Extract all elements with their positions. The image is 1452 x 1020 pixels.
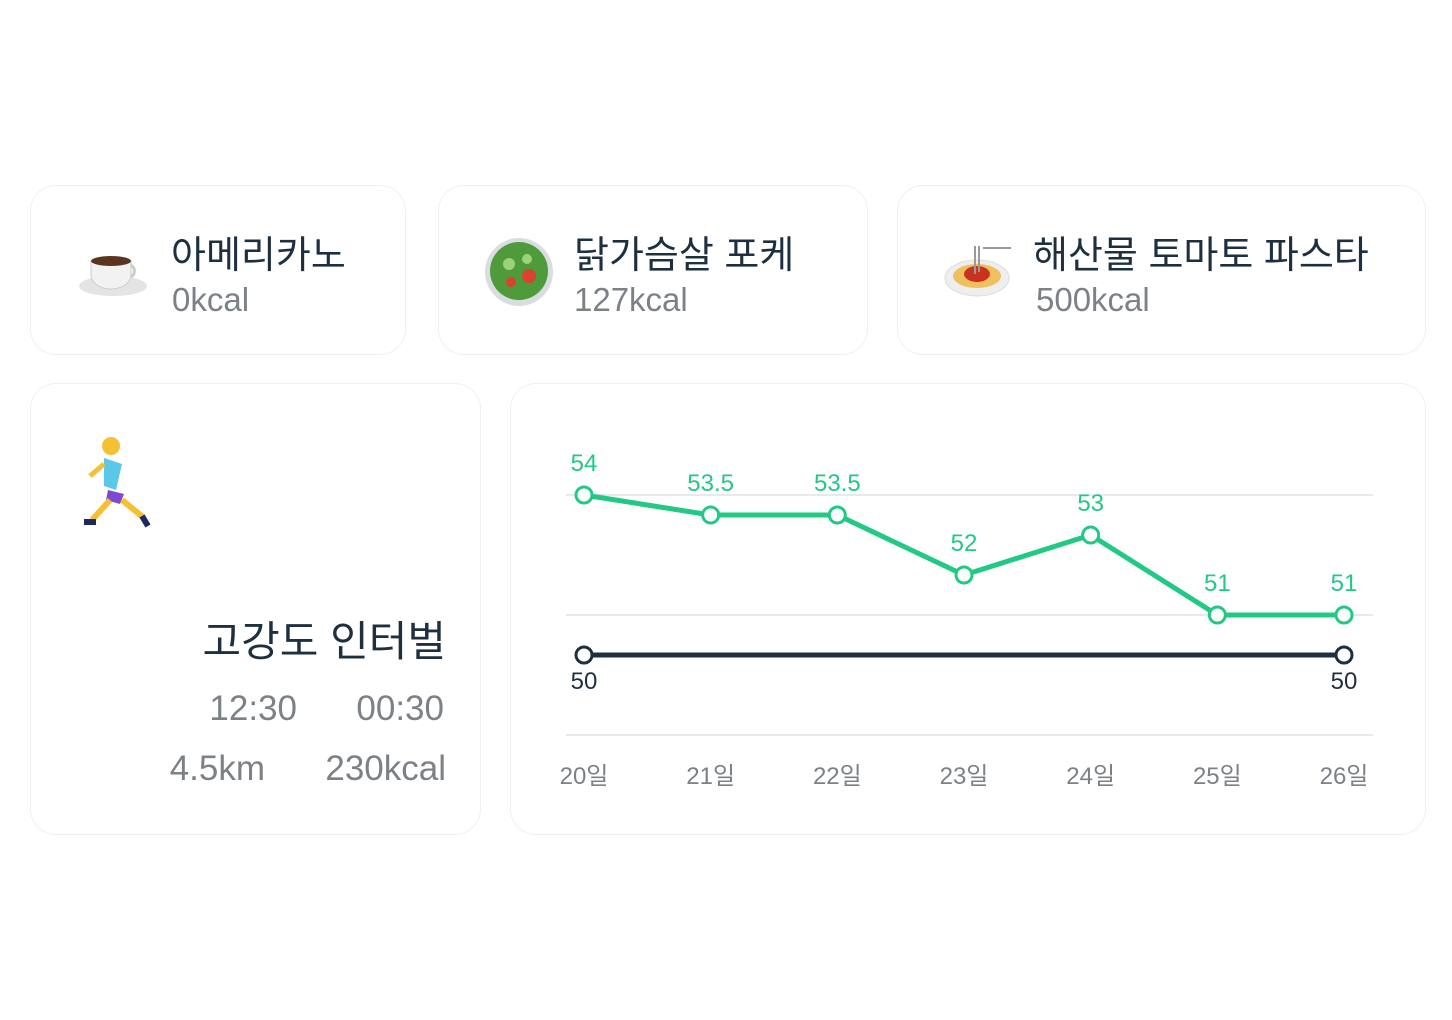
food-card[interactable]: 아메리카노 0kcal xyxy=(30,185,406,355)
runner-icon xyxy=(84,437,151,528)
value-label: 50 xyxy=(1331,668,1358,695)
pasta-icon xyxy=(944,246,1011,297)
point xyxy=(574,645,594,665)
food-name: 해산물 토마토 파스타 xyxy=(1033,235,1369,277)
exercise-name: 고강도 인터벌 xyxy=(202,618,446,665)
x-tick-label: 21일 xyxy=(686,763,735,790)
point xyxy=(574,485,594,505)
x-tick-label: 25일 xyxy=(1193,763,1242,790)
food-name: 닭가슴살 포케 xyxy=(574,235,795,277)
value-label: 51 xyxy=(1331,570,1358,597)
chart-card: 20일 21일 22일 23일 24일 25일 26일 54 53.5 53.5 52 53 51 51 5… xyxy=(510,383,1426,835)
food-name: 아메리카노 xyxy=(171,235,346,277)
point xyxy=(827,505,847,525)
food-kcal: 127kcal xyxy=(574,281,688,318)
x-tick-label: 22일 xyxy=(813,763,862,790)
coffee-icon xyxy=(79,256,147,296)
point xyxy=(954,565,974,585)
point xyxy=(1334,605,1354,625)
x-tick-label: 20일 xyxy=(560,763,609,790)
food-kcal: 500kcal xyxy=(1036,281,1150,318)
value-label: 54 xyxy=(571,450,598,477)
value-label: 53.5 xyxy=(687,470,734,497)
food-kcal: 0kcal xyxy=(172,281,250,318)
value-label: 53.5 xyxy=(814,470,861,497)
food-card[interactable]: 해산물 토마토 파스타 500kcal xyxy=(897,185,1426,355)
x-tick-label: 23일 xyxy=(940,763,989,790)
chart: 20일 21일 22일 23일 24일 25일 26일 54 53.5 53.5 52 53 51 51 5… xyxy=(560,450,1373,790)
point xyxy=(1207,605,1227,625)
point xyxy=(1334,645,1354,665)
exercise-distance: 4.5km xyxy=(169,749,265,788)
value-label: 50 xyxy=(571,668,598,695)
point xyxy=(1081,525,1101,545)
point xyxy=(701,505,721,525)
x-tick-label: 26일 xyxy=(1320,763,1369,790)
x-tick-label: 24일 xyxy=(1066,763,1115,790)
salad-icon xyxy=(485,238,553,306)
exercise-time: 12:30 xyxy=(209,689,297,728)
food-card[interactable]: 닭가슴살 포케 127kcal xyxy=(438,185,868,355)
exercise-card[interactable]: 고강도 인터벌 12:30 00:30 4.5km 230kcal xyxy=(30,383,481,835)
exercise-duration: 00:30 xyxy=(356,689,444,728)
value-label: 51 xyxy=(1204,570,1231,597)
value-label: 52 xyxy=(951,530,978,557)
value-label: 53 xyxy=(1077,490,1104,517)
exercise-kcal: 230kcal xyxy=(325,749,446,788)
